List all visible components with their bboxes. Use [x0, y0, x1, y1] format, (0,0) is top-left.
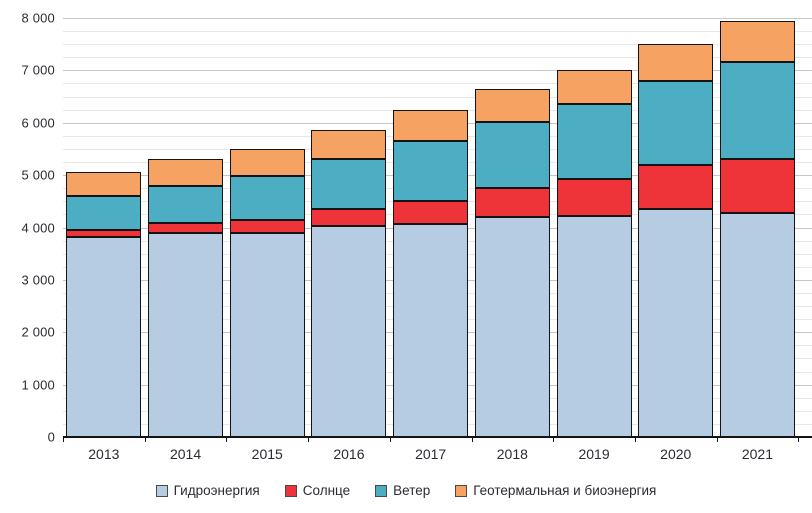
- x-axis-tick: [634, 437, 636, 442]
- x-axis-tick-label: 2018: [496, 446, 528, 462]
- bar-segment-hydro: [66, 237, 142, 437]
- gridline-minor: [63, 57, 812, 59]
- y-axis-tick-label: 4 000: [21, 220, 55, 235]
- bar-segment-wind: [66, 196, 142, 230]
- bar-segment-geo-bio: [556, 70, 632, 105]
- bar-segment-wind: [719, 61, 795, 160]
- bar-segment-geo-bio: [638, 44, 714, 82]
- x-axis-tick: [226, 437, 228, 442]
- gridline-minor: [63, 96, 812, 98]
- bar-segment-geo-bio: [393, 110, 469, 142]
- x-axis-tick-label: 2021: [741, 446, 774, 462]
- bar-segment-wind: [474, 121, 550, 188]
- bar-segment-hydro: [229, 233, 305, 437]
- x-axis-tick: [144, 437, 146, 442]
- bar-segment-geo-bio: [474, 89, 550, 122]
- legend-swatch-hydro: [155, 484, 168, 497]
- legend-item-hydro: Гидроэнергия: [155, 483, 260, 498]
- bar-segment-solar: [148, 222, 224, 234]
- y-axis-tick-label: 7 000: [21, 62, 55, 78]
- bar-segment-hydro: [148, 233, 224, 437]
- gridline-minor: [63, 83, 812, 85]
- y-axis-tick-label: 6 000: [21, 115, 55, 131]
- bar-segment-hydro: [474, 217, 550, 437]
- x-axis-tick-label: 2017: [415, 446, 447, 462]
- legend-label-hydro: Гидроэнергия: [173, 483, 260, 498]
- bar-segment-geo-bio: [148, 159, 224, 186]
- x-axis-tick: [308, 437, 310, 442]
- legend-item-solar: Солнце: [284, 483, 351, 498]
- legend-label-geo-bio: Геотермальная и биоэнергия: [473, 483, 657, 498]
- bar-segment-geo-bio: [719, 21, 795, 62]
- legend-item-wind: Ветер: [375, 483, 430, 498]
- x-axis-tick-label: 2019: [578, 446, 610, 462]
- x-axis-tick: [389, 437, 391, 442]
- bar-segment-solar: [393, 200, 469, 225]
- x-axis-labels: 2013 2014 2015 2016 2017 2018 2019 2020 2021: [63, 446, 812, 466]
- legend-label-solar: Солнце: [302, 483, 351, 498]
- plot-area: [63, 18, 812, 442]
- x-axis-tick: [716, 437, 718, 442]
- legend-swatch-geo-bio: [455, 484, 468, 497]
- x-axis-tick: [798, 437, 800, 442]
- bar-segment-solar: [719, 159, 795, 214]
- legend-swatch-wind: [375, 484, 388, 497]
- bar-segment-hydro: [311, 226, 387, 437]
- bar-segment-solar: [311, 209, 387, 227]
- y-axis-tick-label: 2 000: [21, 324, 55, 340]
- bar-segment-solar: [229, 219, 305, 234]
- y-axis-tick-label: 5 000: [21, 167, 55, 183]
- bar-segment-wind: [393, 141, 469, 201]
- gridline-minor: [63, 31, 812, 33]
- y-axis-tick-label: 8 000: [21, 10, 55, 26]
- bar-segment-geo-bio: [229, 148, 305, 177]
- x-axis-tick-label: 2020: [660, 446, 692, 462]
- x-axis-line: [63, 436, 812, 438]
- legend: Гидроэнергия Солнце Ветер Геотермальная и б…: [0, 483, 812, 498]
- bar-segment-solar: [638, 164, 714, 209]
- bar-segment-hydro: [393, 224, 469, 437]
- y-axis-tick-label: 3 000: [21, 272, 55, 288]
- y-axis-tick-label: 0: [47, 429, 55, 445]
- x-axis-tick: [63, 437, 64, 442]
- bar-segment-hydro: [556, 215, 632, 437]
- gridline-major: [63, 70, 812, 72]
- x-axis-tick-label: 2015: [251, 446, 283, 462]
- gridline-minor: [63, 44, 812, 46]
- bar-segment-hydro: [638, 208, 714, 437]
- gridline-major: [63, 18, 812, 19]
- x-axis-tick: [553, 437, 555, 442]
- x-axis-tick-label: 2016: [333, 446, 365, 462]
- legend-label-wind: Ветер: [393, 483, 431, 498]
- x-axis-tick: [471, 437, 473, 442]
- legend-swatch-solar: [284, 484, 297, 497]
- x-axis-tick-label: 2013: [88, 446, 120, 462]
- bar-segment-solar: [66, 229, 142, 238]
- x-axis-tick-label: 2014: [169, 446, 202, 462]
- bar-segment-solar: [556, 178, 632, 216]
- bar-segment-geo-bio: [311, 129, 387, 159]
- legend-item-geo-bio: Геотермальная и биоэнергия: [455, 483, 656, 498]
- bar-segment-geo-bio: [66, 171, 142, 197]
- bar-segment-wind: [556, 104, 632, 179]
- bar-segment-wind: [311, 159, 387, 210]
- bar-segment-wind: [229, 176, 305, 220]
- bar-segment-solar: [474, 187, 550, 218]
- bar-segment-wind: [638, 81, 714, 165]
- bar-segment-hydro: [719, 213, 795, 437]
- y-axis-labels: 0 1 000 2 000 3 000 4 000 5 000 6 000 7 000 8 00…: [0, 11, 55, 445]
- bar-segment-wind: [148, 185, 224, 223]
- y-axis-tick-label: 1 000: [21, 377, 55, 393]
